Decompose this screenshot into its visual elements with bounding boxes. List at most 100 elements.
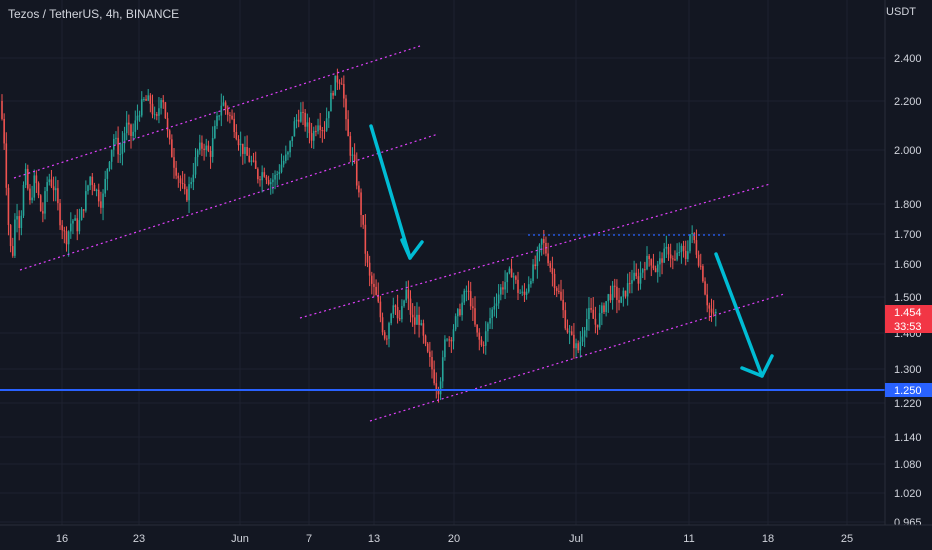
candle-body	[420, 323, 423, 325]
candle-body	[336, 75, 339, 83]
candle-body	[506, 272, 509, 283]
channel-upper-line	[13, 45, 421, 179]
price-axis-background	[885, 0, 932, 550]
candle-body	[143, 99, 145, 101]
candle-body	[162, 100, 165, 103]
candle-body	[418, 314, 420, 325]
candle-body	[489, 318, 491, 324]
candle-body	[91, 176, 94, 185]
candle-body	[130, 124, 132, 136]
candle-body	[704, 281, 706, 295]
candle-body	[429, 351, 431, 357]
candle-body	[121, 143, 124, 154]
price-tick-label: 2.200	[894, 96, 922, 108]
price-axis[interactable]: 2.4002.2002.0001.8001.7001.6001.5001.400…	[884, 0, 932, 550]
candle-body	[491, 309, 493, 319]
price-tick-label: 2.400	[894, 53, 922, 65]
candle-body	[85, 191, 87, 211]
candle-body	[125, 122, 128, 134]
candle-body	[134, 120, 137, 132]
candle-body	[82, 209, 85, 211]
candle-body	[194, 157, 197, 175]
candle-body	[226, 108, 229, 115]
candle-body	[315, 131, 317, 133]
candle-body	[424, 335, 427, 344]
candle-body	[138, 115, 141, 117]
candle-body	[613, 285, 616, 287]
candle-body	[22, 184, 25, 216]
candle-body	[663, 248, 665, 263]
candle-body	[360, 192, 362, 216]
candle-body	[323, 130, 326, 132]
candle-body	[108, 161, 111, 170]
candle-body	[102, 193, 104, 208]
candle-body	[355, 160, 358, 186]
candle-body	[54, 188, 57, 191]
candle-body	[214, 125, 216, 139]
time-axis[interactable]: 16 23 Jun 7 13 20 Jul 11 18 25	[0, 524, 932, 550]
candle-body	[119, 153, 122, 155]
candle-body	[59, 203, 61, 226]
candle-body	[291, 136, 294, 142]
candle-body	[394, 305, 397, 308]
candle-body	[687, 251, 689, 260]
trend-arrow-shaft	[369, 124, 412, 260]
candle-body	[691, 233, 693, 235]
candle-body	[661, 258, 663, 263]
candle-body	[547, 253, 549, 264]
candle-body	[132, 131, 134, 136]
candle-body	[349, 136, 352, 156]
candle-body	[207, 145, 210, 151]
candlestick-series	[1, 68, 717, 403]
last-price-tag	[885, 305, 932, 333]
candle-body	[633, 272, 635, 281]
channel-lower-line	[19, 133, 439, 271]
candle-body	[540, 239, 543, 245]
candle-body	[517, 279, 519, 293]
candle-body	[218, 115, 220, 117]
time-tick-label: 16	[56, 533, 68, 545]
candle-body	[113, 138, 115, 150]
candle-body	[328, 111, 330, 119]
candle-body	[388, 323, 390, 339]
candle-body	[87, 185, 89, 192]
candle-body	[153, 114, 156, 116]
candle-body	[362, 215, 364, 225]
candle-body	[199, 142, 201, 151]
candle-body	[334, 75, 337, 96]
candle-body	[386, 338, 388, 340]
candle-body	[317, 125, 319, 132]
candle-body	[405, 289, 407, 301]
candle-body	[637, 276, 640, 284]
candle-body	[598, 313, 601, 328]
time-tick-label: 7	[306, 533, 312, 545]
candle-body	[371, 275, 373, 284]
candle-body	[115, 137, 117, 139]
grid	[0, 0, 885, 525]
candle-body	[156, 114, 158, 116]
candle-body	[568, 331, 571, 333]
candle-body	[308, 122, 311, 134]
candle-body	[252, 160, 255, 162]
candle-body	[117, 137, 119, 155]
candle-body	[594, 318, 597, 325]
candle-body	[242, 143, 244, 154]
candle-body	[20, 215, 23, 229]
candle-body	[669, 254, 672, 259]
candle-body	[635, 272, 638, 277]
candle-body	[603, 305, 605, 312]
candle-body	[680, 245, 683, 253]
candle-body	[285, 154, 287, 161]
candle-body	[330, 92, 332, 112]
candle-body	[549, 263, 552, 268]
candle-body	[11, 246, 14, 256]
candle-body	[684, 250, 687, 260]
candle-body	[57, 188, 59, 204]
candle-body	[340, 83, 343, 85]
candle-body	[310, 133, 313, 141]
candle-body	[27, 168, 29, 189]
candle-body	[495, 303, 498, 306]
candle-body	[278, 171, 281, 175]
candle-body	[136, 115, 139, 121]
